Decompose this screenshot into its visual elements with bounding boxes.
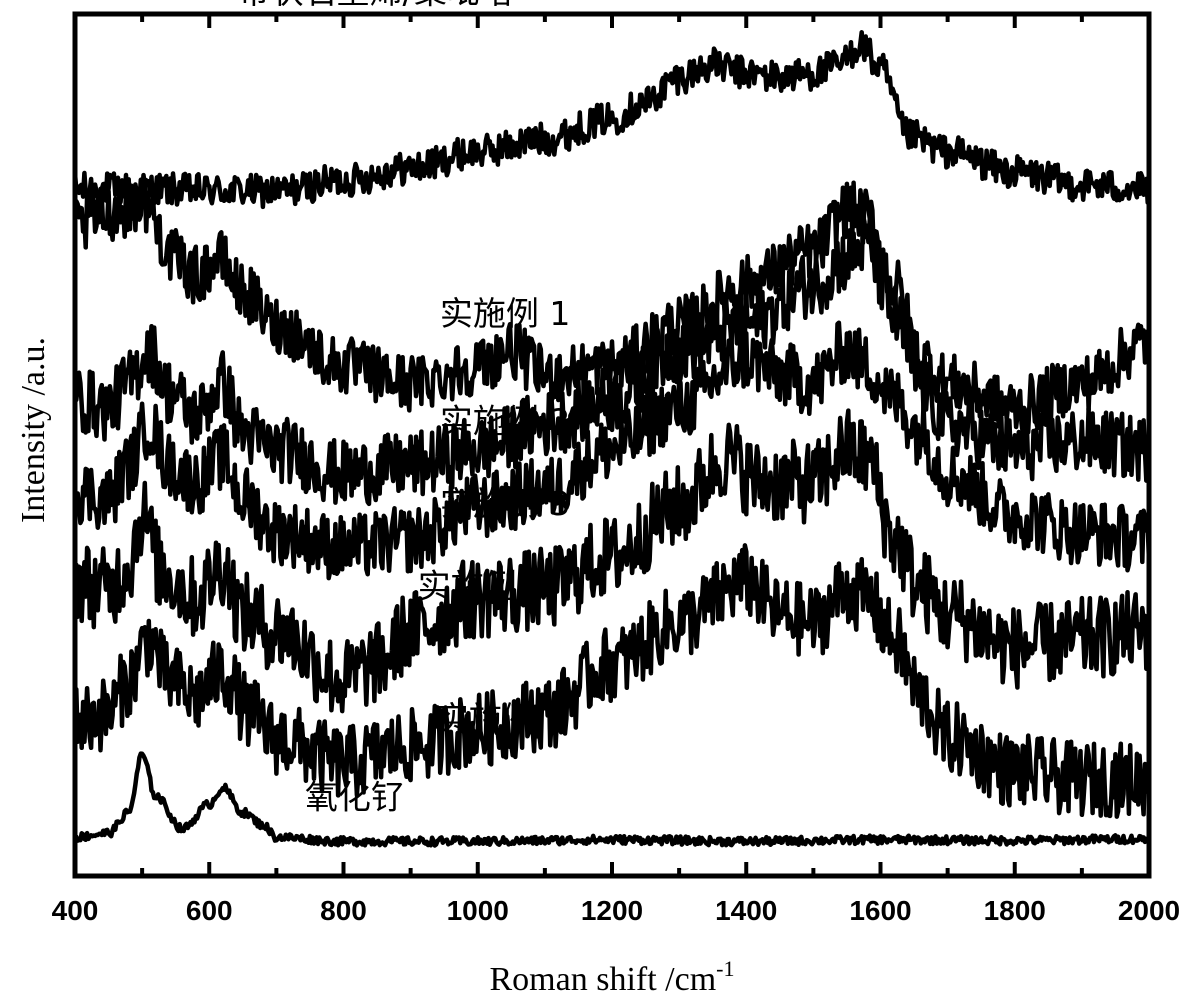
series-line-6 — [72, 543, 1152, 819]
x-tick-label: 800 — [320, 895, 367, 926]
series-line-1 — [72, 30, 1152, 210]
x-axis-title-superscript: -1 — [716, 956, 734, 981]
series-line-3 — [72, 213, 1152, 507]
y-axis-title: Intensity /a.u. — [15, 337, 52, 523]
series-label-5: 实施例 4 — [418, 567, 549, 606]
series-line-4 — [72, 320, 1152, 581]
x-tick-label: 1200 — [581, 895, 643, 926]
x-tick-label: 1000 — [447, 895, 509, 926]
series-line-2 — [72, 177, 1152, 436]
series-label-2: 实施例 1 — [440, 294, 571, 333]
series-label-7: 氧化钌 — [305, 777, 404, 816]
x-axis-title: Roman shift /cm-1 — [490, 956, 735, 998]
x-tick-label: 2000 — [1118, 895, 1180, 926]
x-tick-labels: 400 600 800 1000 1200 1400 1600 1800 2000 — [52, 895, 1181, 926]
x-tick-label: 1800 — [984, 895, 1046, 926]
series-line-5 — [72, 408, 1152, 714]
series-label-6: 实施例 5 — [436, 699, 567, 738]
series-labels: 带状石墨烯/聚吡咯实施例 1 实施例 2 实施例 3 实施例 4 实施例 5 氧化钌 — [238, 0, 571, 816]
plot-frame — [72, 11, 1152, 879]
series-line-7 — [72, 751, 1152, 848]
x-tick-label: 1600 — [849, 895, 911, 926]
series-label-4: 实施例 3 — [440, 484, 571, 523]
x-tick-label: 600 — [186, 895, 233, 926]
x-tick-label: 1400 — [715, 895, 777, 926]
x-tick-label: 400 — [52, 895, 99, 926]
series-label-3: 实施例 2 — [440, 401, 571, 440]
series-lines — [72, 30, 1152, 848]
series-label-1: 带状石墨烯/聚吡咯 — [238, 0, 513, 11]
